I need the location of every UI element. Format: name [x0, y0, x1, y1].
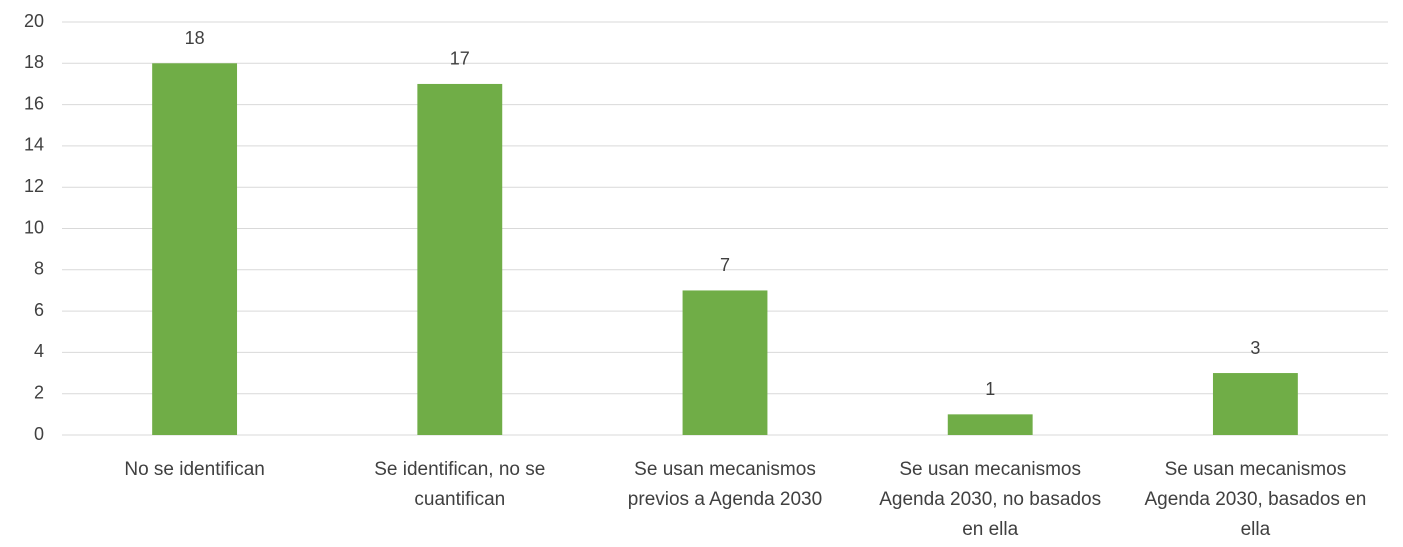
bar: [1212, 373, 1298, 435]
y-tick-label: 20: [24, 11, 44, 31]
data-label: 3: [1250, 338, 1260, 358]
y-tick-label: 14: [24, 135, 44, 155]
y-tick-label: 10: [24, 217, 44, 237]
y-tick-label: 2: [34, 382, 44, 402]
y-tick-label: 18: [24, 52, 44, 72]
y-tick-label: 4: [34, 341, 44, 361]
x-tick-label: No se identifican: [124, 459, 265, 480]
bar: [947, 414, 1033, 435]
y-tick-label: 6: [34, 300, 44, 320]
y-tick-label: 8: [34, 259, 44, 279]
data-label: 18: [185, 28, 205, 48]
x-tick-label: Se identifican, no se cuantifican: [374, 459, 546, 510]
bar: [152, 63, 238, 436]
x-tick-label: Se usan mecanismos Agenda 2030, no basad…: [879, 459, 1102, 540]
data-label: 1: [985, 379, 995, 399]
data-label: 7: [720, 255, 730, 275]
y-tick-label: 0: [34, 424, 44, 444]
y-tick-label: 12: [24, 176, 44, 196]
bar: [417, 83, 503, 435]
bar: [682, 290, 768, 435]
y-tick-label: 16: [24, 93, 44, 113]
x-tick-label: Se usan mecanismos Agenda 2030, basados …: [1144, 459, 1367, 540]
data-label: 17: [450, 49, 470, 69]
x-tick-label: Se usan mecanismos previos a Agenda 2030: [627, 459, 823, 510]
